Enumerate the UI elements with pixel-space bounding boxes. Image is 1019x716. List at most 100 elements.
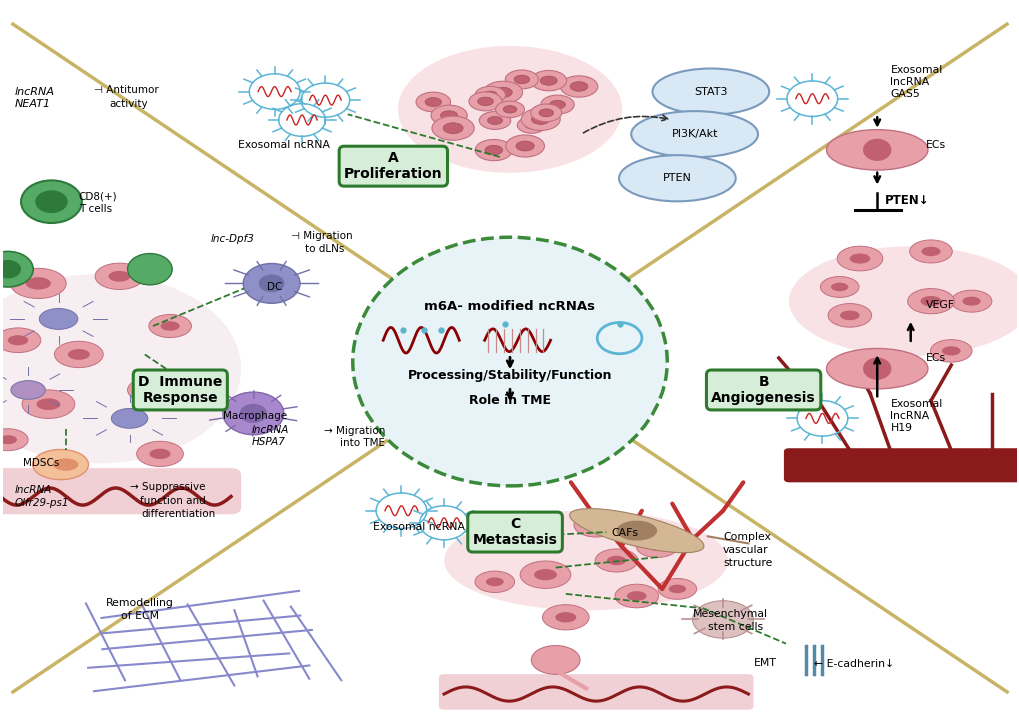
Text: vascular: vascular [722,545,768,555]
Text: to dLNs: to dLNs [305,243,344,253]
Circle shape [243,263,300,304]
Ellipse shape [493,87,512,97]
Ellipse shape [862,357,891,379]
Ellipse shape [53,458,78,471]
Text: T cells: T cells [78,204,112,214]
Text: CD8(+): CD8(+) [78,191,117,201]
Ellipse shape [920,247,940,256]
Ellipse shape [0,429,29,450]
Text: lncRNA: lncRNA [890,411,928,421]
Ellipse shape [475,87,505,104]
Ellipse shape [631,111,757,158]
Text: lncRNA: lncRNA [15,485,52,495]
Ellipse shape [614,584,658,608]
Text: Role in TME: Role in TME [469,394,550,407]
FancyBboxPatch shape [784,448,1019,483]
Text: into TME: into TME [339,438,384,448]
Ellipse shape [487,117,502,125]
Ellipse shape [0,274,240,463]
Ellipse shape [849,253,869,263]
Text: Mesenchymal: Mesenchymal [692,609,767,619]
Text: Exosomal ncRNA: Exosomal ncRNA [373,522,465,532]
Ellipse shape [827,304,871,327]
Text: → Suppressive: → Suppressive [129,483,205,493]
Circle shape [36,190,67,213]
Text: stem cells: stem cells [707,621,762,632]
Text: Complex: Complex [722,532,770,542]
Text: VEGF: VEGF [925,300,954,310]
Ellipse shape [108,271,130,281]
Ellipse shape [636,535,678,558]
Ellipse shape [480,519,529,545]
Ellipse shape [657,579,696,599]
Ellipse shape [867,353,912,377]
Ellipse shape [825,349,927,389]
Ellipse shape [862,139,891,161]
Circle shape [21,180,82,223]
Ellipse shape [837,246,881,271]
Text: lncRNA: lncRNA [15,87,55,97]
Ellipse shape [534,569,556,580]
Text: ⊣ Migration: ⊣ Migration [290,231,353,241]
Ellipse shape [160,321,179,331]
Text: m6A- modified ncRNAs: m6A- modified ncRNAs [424,300,595,314]
Ellipse shape [440,111,458,120]
Circle shape [239,404,267,423]
Text: Macrophage: Macrophage [223,411,286,421]
Ellipse shape [517,117,545,133]
Ellipse shape [941,347,960,356]
Ellipse shape [951,290,990,312]
Ellipse shape [615,521,656,541]
Ellipse shape [652,69,768,115]
Ellipse shape [840,311,859,320]
Ellipse shape [516,141,534,151]
Text: lncRNA: lncRNA [890,77,928,87]
Ellipse shape [140,385,160,395]
Ellipse shape [789,246,1019,356]
Text: function and: function and [140,495,205,505]
Ellipse shape [570,82,587,91]
Ellipse shape [919,296,941,306]
Ellipse shape [0,328,41,352]
Text: → Migration: → Migration [324,426,385,436]
Ellipse shape [475,571,514,592]
Ellipse shape [502,106,517,113]
Ellipse shape [619,155,735,201]
Ellipse shape [425,97,441,107]
Ellipse shape [570,508,703,553]
Ellipse shape [431,105,467,126]
Ellipse shape [586,520,605,530]
Ellipse shape [10,268,66,299]
Text: HSPA7: HSPA7 [251,437,285,447]
Text: ← E-cadherin↓: ← E-cadherin↓ [813,659,894,669]
Text: STAT3: STAT3 [693,87,727,97]
Ellipse shape [540,95,574,114]
Ellipse shape [879,360,900,370]
Ellipse shape [431,116,474,140]
Text: GAS5: GAS5 [890,90,919,100]
Ellipse shape [11,381,45,400]
Ellipse shape [442,122,463,134]
Text: PTEN↓: PTEN↓ [884,194,929,207]
Circle shape [0,260,21,279]
Circle shape [259,274,284,292]
Ellipse shape [40,309,77,329]
Ellipse shape [0,435,17,444]
Ellipse shape [353,237,666,486]
Ellipse shape [530,70,566,91]
Ellipse shape [150,449,170,459]
Text: C
Metastasis: C Metastasis [472,517,557,547]
Ellipse shape [574,513,618,537]
Ellipse shape [469,92,501,111]
Ellipse shape [483,91,497,99]
Text: ⊣ Antitumor: ⊣ Antitumor [94,85,159,95]
Ellipse shape [416,92,450,112]
Ellipse shape [495,101,524,117]
Ellipse shape [25,277,51,289]
Ellipse shape [595,549,637,572]
Ellipse shape [962,296,979,306]
Ellipse shape [505,135,544,157]
Text: of ECM: of ECM [120,611,159,621]
Text: structure: structure [722,558,771,568]
FancyBboxPatch shape [438,674,753,710]
